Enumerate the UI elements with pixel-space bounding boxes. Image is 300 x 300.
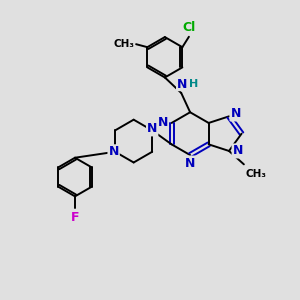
Text: N: N	[158, 116, 168, 130]
Text: N: N	[108, 145, 119, 158]
Text: F: F	[71, 211, 79, 224]
Text: CH₃: CH₃	[114, 39, 135, 49]
Text: N: N	[232, 145, 243, 158]
Text: N: N	[185, 157, 195, 169]
Text: H: H	[189, 80, 198, 89]
Text: N: N	[147, 122, 158, 135]
Text: N: N	[177, 78, 187, 91]
Text: N: N	[230, 107, 241, 121]
Text: Cl: Cl	[182, 21, 196, 34]
Text: CH₃: CH₃	[245, 169, 266, 179]
